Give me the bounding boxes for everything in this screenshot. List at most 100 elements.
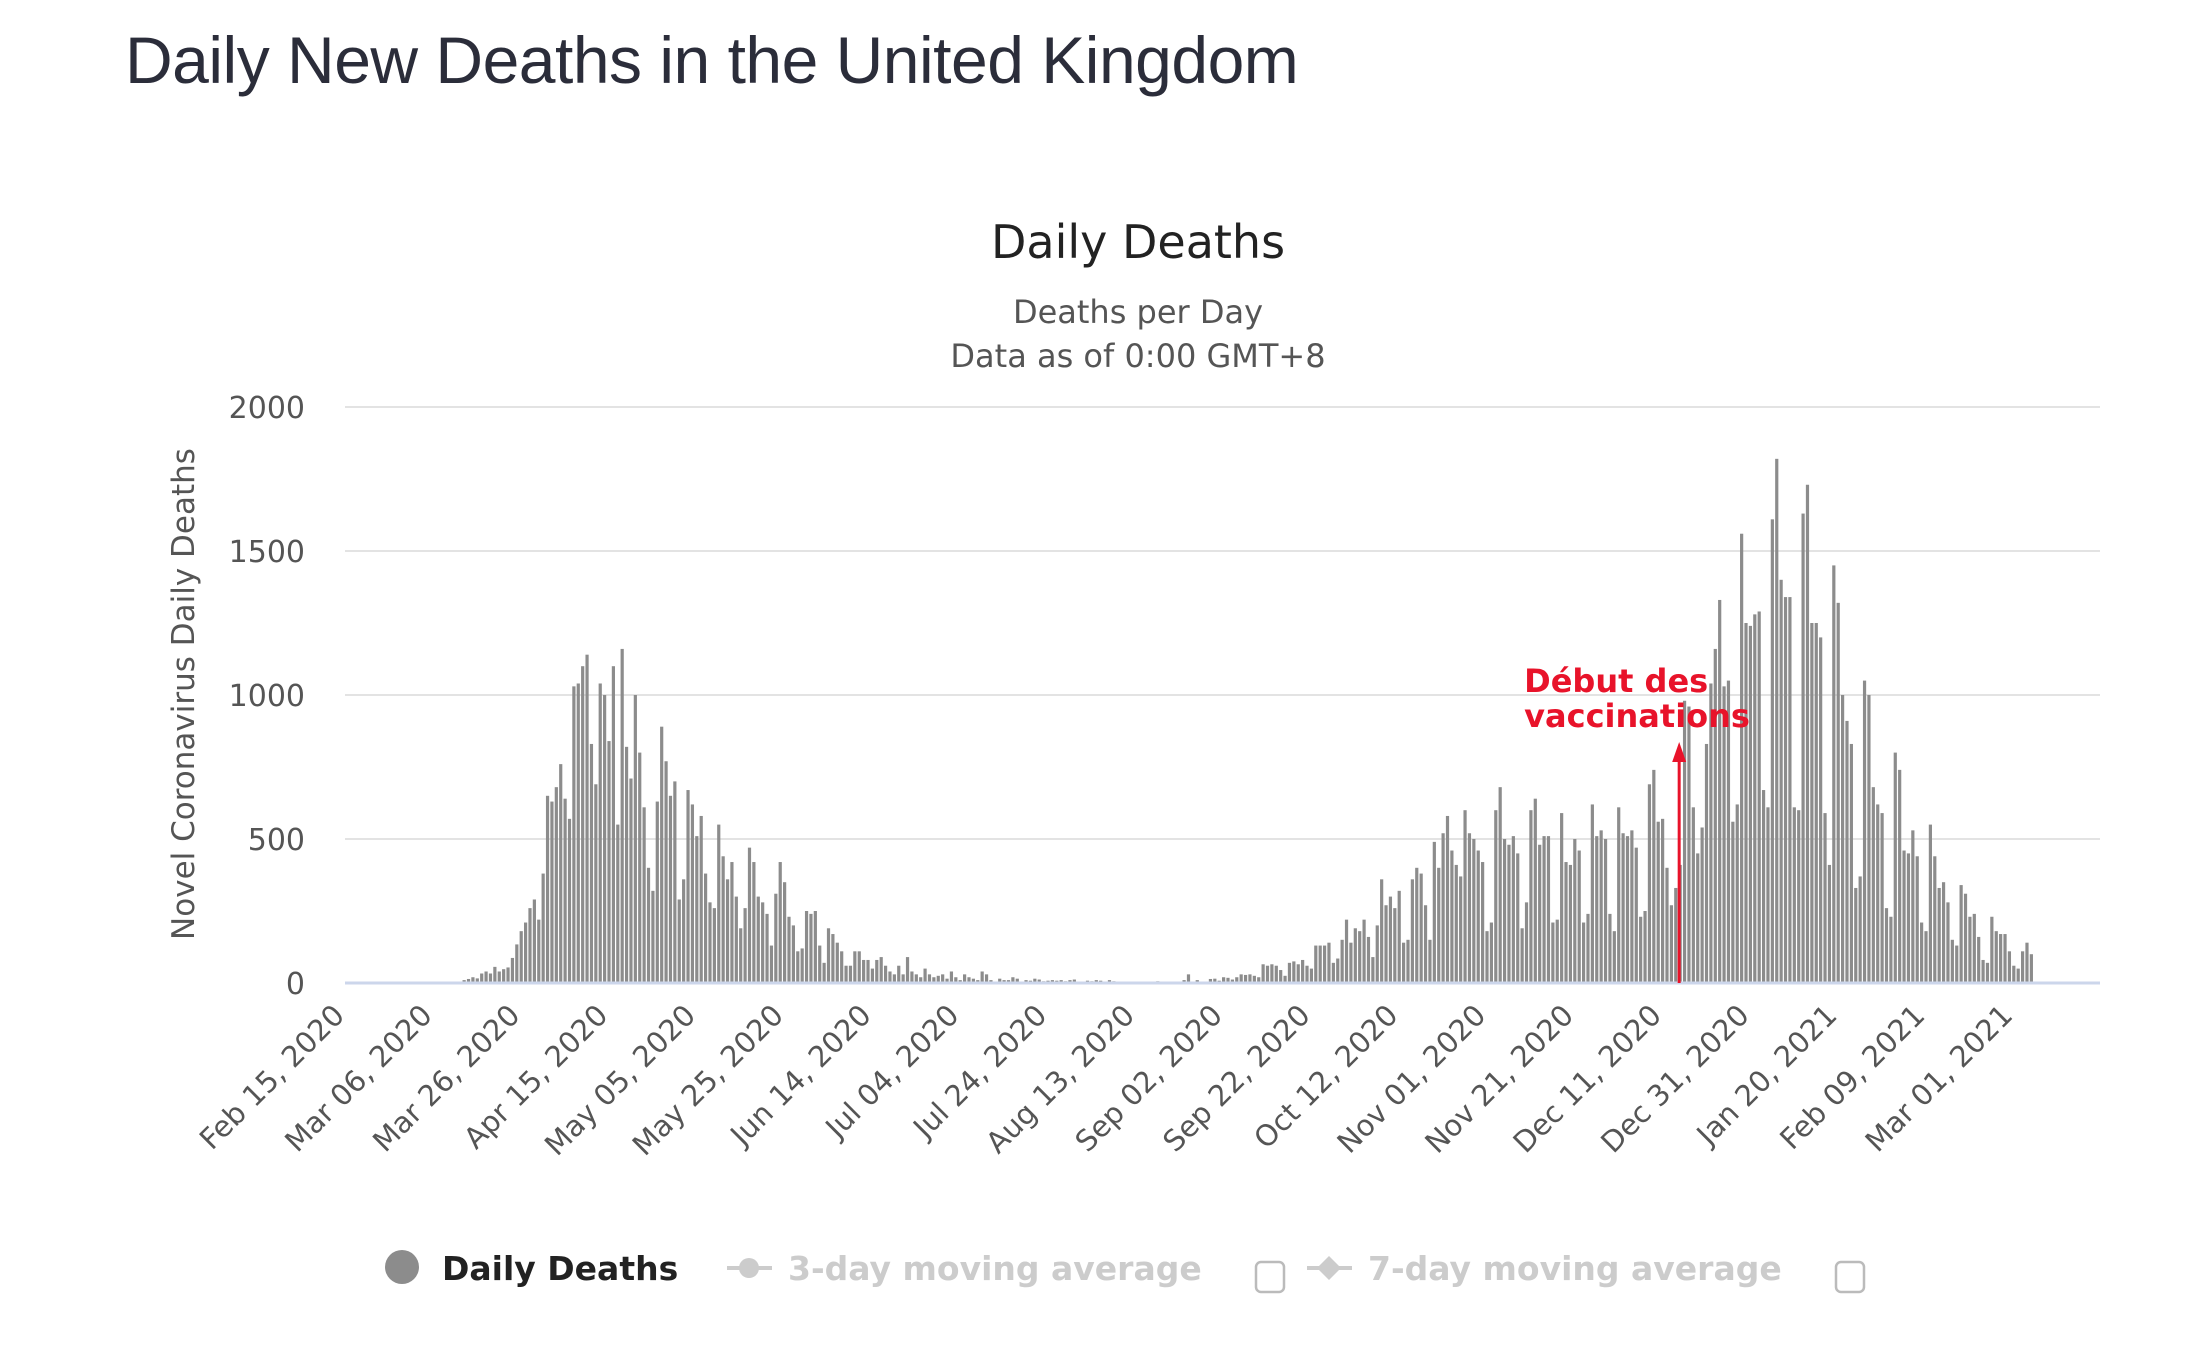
bar (1314, 945, 1318, 983)
bar (1884, 908, 1889, 983)
bar (1744, 623, 1748, 983)
bar (642, 807, 646, 983)
x-tick-label: Nov 01, 2020 (1330, 998, 1492, 1160)
legend-item-3-day-average[interactable]: 3-day moving average (727, 1249, 1202, 1288)
chart-subtitle-line-2: Data as of 0:00 GMT+8 (950, 337, 1325, 375)
bar (471, 977, 475, 983)
bar (1015, 978, 1019, 983)
y-tick-label: 500 (248, 823, 305, 858)
bar (554, 787, 558, 983)
bar (1305, 965, 1309, 983)
bar (1037, 979, 1041, 983)
bar (747, 847, 752, 983)
bar (1981, 959, 1985, 983)
bar (910, 971, 914, 983)
bar (502, 969, 506, 983)
bar (603, 695, 607, 983)
x-tick-label: Aug 13, 2020 (979, 998, 1141, 1160)
chart-subtitle-line-1: Deaths per Day (1013, 293, 1263, 331)
bar (480, 973, 484, 983)
bar (1862, 680, 1867, 983)
bar (1520, 928, 1524, 983)
bar (1586, 913, 1590, 983)
bar (1573, 839, 1577, 983)
bar (607, 741, 611, 983)
bar (840, 951, 844, 983)
bar (866, 959, 870, 983)
bar (545, 795, 550, 983)
bar (1819, 637, 1823, 983)
bar (1590, 804, 1594, 983)
bar (475, 978, 479, 983)
legend-circle-icon (385, 1250, 419, 1284)
bar (875, 959, 879, 983)
bar (2025, 942, 2029, 983)
bar (1248, 974, 1252, 983)
bar (712, 908, 716, 983)
y-axis-ticks: 0 500 1000 1500 2000 (229, 391, 305, 1002)
bar (677, 899, 681, 983)
bar (708, 902, 712, 983)
bar (686, 790, 690, 983)
bar (532, 899, 536, 983)
bar (1551, 922, 1555, 983)
y-tick-label: 1000 (229, 679, 305, 714)
bar (1740, 533, 1744, 983)
bar (567, 818, 572, 983)
bar (927, 974, 932, 983)
y-tick-label: 2000 (229, 391, 305, 426)
page-title: Daily New Deaths in the United Kingdom (125, 23, 1299, 97)
bar (633, 695, 637, 983)
bar (466, 978, 471, 983)
bar (1805, 484, 1810, 983)
bar (914, 974, 918, 983)
bar (1362, 919, 1366, 983)
bar (1924, 931, 1928, 983)
bar (695, 836, 699, 983)
bar (2016, 968, 2020, 983)
bar (1349, 942, 1353, 983)
bar (1388, 896, 1393, 983)
bar (1402, 942, 1406, 983)
bar (1735, 804, 1739, 983)
bar (655, 801, 659, 983)
bar (1318, 945, 1322, 983)
bar (1524, 902, 1529, 983)
bar (1674, 887, 1678, 983)
bar (1581, 922, 1586, 983)
bar (1410, 879, 1414, 983)
bar (537, 919, 541, 983)
bar (1963, 893, 1968, 983)
bar (1261, 964, 1265, 983)
legend-item-7-day-average[interactable]: 7-day moving average (1307, 1249, 1782, 1288)
bar (1823, 813, 1827, 983)
bar (598, 683, 602, 983)
bar (1687, 706, 1691, 983)
bar (1226, 977, 1230, 983)
bar (1775, 458, 1779, 984)
bar (804, 911, 809, 983)
bar (725, 879, 730, 983)
bar (980, 971, 984, 983)
bar (1937, 887, 1941, 983)
bar (703, 873, 708, 983)
checkbox-3-day-average[interactable] (1254, 1260, 1286, 1294)
bar (519, 931, 523, 983)
bar (1748, 625, 1753, 983)
vaccination-annotation: Début des vaccinations (1524, 662, 1750, 983)
bar (1946, 902, 1950, 983)
bar (1235, 977, 1239, 983)
bar (739, 928, 743, 983)
bar (1898, 769, 1902, 983)
y-tick-label: 0 (286, 967, 305, 1002)
bar (1639, 916, 1643, 983)
legend-item-daily-deaths[interactable]: Daily Deaths (385, 1249, 678, 1288)
bar (1423, 905, 1428, 983)
bar (1371, 957, 1375, 983)
bar (1577, 850, 1581, 983)
bar (1761, 790, 1766, 983)
checkbox-7-day-average[interactable] (1834, 1260, 1866, 1294)
bar (1555, 919, 1559, 983)
bar (1230, 979, 1234, 983)
